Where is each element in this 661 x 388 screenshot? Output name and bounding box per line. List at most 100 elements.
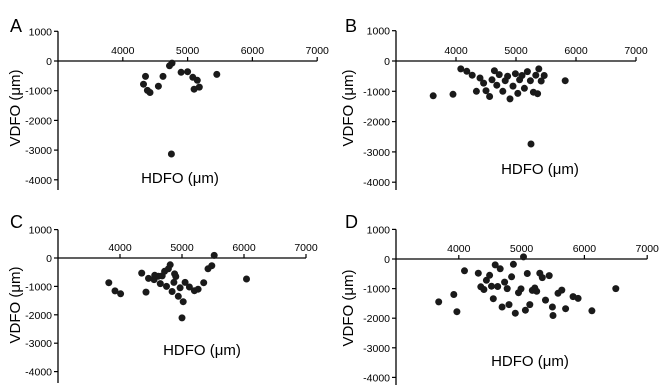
data-point — [534, 90, 542, 98]
data-point — [146, 89, 154, 96]
data-point — [545, 272, 553, 280]
y-tick-label: 0 — [46, 253, 52, 265]
x-tick-label: 6000 — [241, 45, 265, 57]
data-point — [179, 298, 187, 306]
y-tick-label: -4000 — [363, 372, 390, 384]
panel-letter: B — [345, 16, 357, 36]
data-point — [520, 84, 528, 92]
x-tick-label: 7000 — [636, 243, 660, 255]
data-point — [526, 301, 534, 309]
data-point — [450, 291, 458, 298]
x-axis-label: HDFO (μm) — [501, 161, 579, 178]
data-point — [518, 72, 526, 79]
data-point — [474, 269, 482, 277]
data-point — [159, 72, 167, 80]
data-point — [517, 285, 525, 293]
panel-letter: C — [10, 212, 23, 232]
x-tick-label: 4000 — [447, 243, 471, 255]
data-point — [151, 271, 159, 279]
data-point — [435, 298, 443, 306]
data-point — [489, 295, 497, 303]
x-tick-label: 4000 — [444, 45, 468, 57]
data-point — [495, 71, 503, 79]
y-tick-label: 1000 — [29, 225, 53, 237]
data-point — [200, 279, 208, 287]
data-point — [508, 273, 516, 281]
x-tick-label: 6000 — [564, 45, 588, 57]
data-point — [538, 274, 546, 282]
x-tick-label: 4000 — [108, 242, 132, 254]
y-tick-label: -1000 — [25, 86, 52, 98]
data-point — [111, 287, 119, 295]
data-point — [548, 303, 556, 311]
data-point — [117, 290, 125, 298]
y-tick-label: -2000 — [363, 313, 390, 325]
data-point — [542, 296, 549, 304]
y-tick-label: -4000 — [25, 175, 52, 187]
y-axis-label: VDFO (μm) — [7, 70, 24, 147]
y-tick-label: 1000 — [367, 26, 391, 38]
data-point — [184, 68, 192, 76]
data-point — [523, 68, 531, 76]
data-point — [176, 284, 184, 292]
y-tick-label: -3000 — [363, 147, 390, 159]
data-point — [170, 278, 178, 286]
y-tick-label: 1000 — [367, 224, 391, 236]
data-point — [210, 251, 218, 259]
data-point — [496, 265, 504, 273]
data-point — [195, 83, 203, 91]
data-point — [142, 288, 150, 296]
data-point — [503, 285, 511, 293]
data-point — [449, 90, 457, 98]
panel-d: 4000 5000 6000 7000 1000 0 -1000 -2000 -3000 -400… — [340, 212, 659, 385]
data-point — [494, 283, 502, 290]
data-point — [527, 140, 535, 148]
data-point — [501, 278, 509, 286]
x-axis-label: HDFO (μm) — [141, 170, 219, 187]
data-point — [156, 280, 164, 288]
data-point — [509, 260, 517, 268]
data-point — [532, 71, 540, 79]
data-point — [140, 80, 147, 88]
x-tick-label: 5000 — [176, 45, 200, 57]
data-point — [174, 292, 182, 300]
data-point — [461, 267, 468, 275]
data-point — [463, 67, 471, 75]
data-point — [480, 286, 488, 293]
data-point — [208, 262, 216, 270]
data-point — [509, 82, 517, 90]
y-tick-label: 0 — [384, 56, 390, 68]
data-point — [504, 72, 512, 80]
data-point — [562, 305, 570, 313]
y-tick-label: -3000 — [25, 145, 52, 157]
x-tick-label: 5000 — [510, 243, 534, 255]
data-point — [194, 285, 202, 293]
y-tick-label: -2000 — [25, 115, 52, 127]
data-point — [453, 308, 461, 316]
y-tick-label: -1000 — [363, 86, 390, 98]
y-tick-label: -3000 — [363, 343, 390, 355]
data-point — [177, 68, 185, 76]
y-axis-label: VDFO (μm) — [7, 267, 24, 344]
y-tick-label: -1000 — [25, 281, 52, 293]
data-point — [482, 276, 490, 284]
data-point — [558, 286, 566, 294]
data-point — [193, 76, 201, 84]
data-point — [488, 282, 495, 290]
data-point — [498, 303, 506, 311]
data-point — [138, 269, 146, 277]
data-point — [243, 275, 250, 283]
data-point — [472, 87, 480, 95]
x-axis-label: HDFO (μm) — [163, 342, 241, 359]
data-point — [493, 81, 501, 89]
data-point — [511, 309, 519, 317]
x-axis-label: HDFO (μm) — [491, 353, 569, 370]
data-point — [171, 270, 179, 278]
data-point — [588, 307, 596, 315]
x-tick-label: 6000 — [573, 243, 597, 255]
data-point — [514, 89, 522, 97]
y-tick-label: -3000 — [25, 338, 52, 350]
panel-a: 4000 5000 6000 7000 1000 0 -1000 -2000 -3000 -400… — [7, 16, 329, 190]
x-tick-label: 7000 — [624, 45, 648, 57]
data-point — [105, 279, 113, 287]
